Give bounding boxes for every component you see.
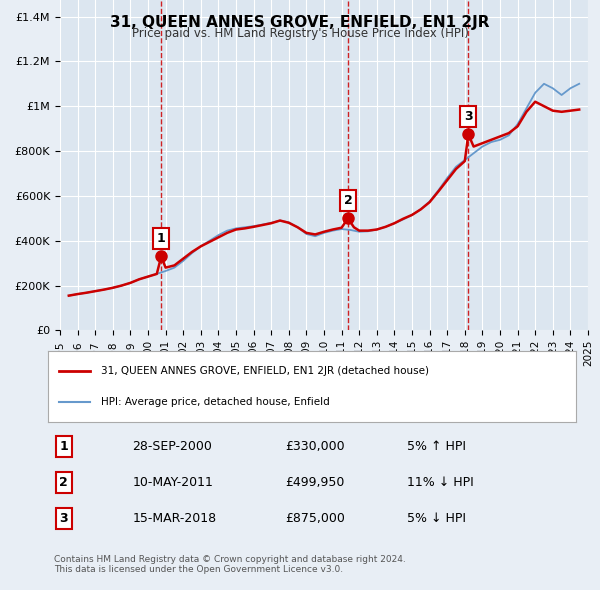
Text: 28-SEP-2000: 28-SEP-2000 (133, 440, 212, 453)
Text: HPI: Average price, detached house, Enfield: HPI: Average price, detached house, Enfi… (101, 397, 329, 407)
Text: 3: 3 (59, 512, 68, 525)
Text: £499,950: £499,950 (286, 476, 345, 489)
Text: 10-MAY-2011: 10-MAY-2011 (133, 476, 214, 489)
Text: 5% ↓ HPI: 5% ↓ HPI (407, 512, 466, 525)
Text: 15-MAR-2018: 15-MAR-2018 (133, 512, 217, 525)
Text: 31, QUEEN ANNES GROVE, ENFIELD, EN1 2JR: 31, QUEEN ANNES GROVE, ENFIELD, EN1 2JR (110, 15, 490, 30)
Text: 1: 1 (157, 232, 166, 245)
Text: £330,000: £330,000 (286, 440, 345, 453)
Text: £875,000: £875,000 (286, 512, 346, 525)
Text: 11% ↓ HPI: 11% ↓ HPI (407, 476, 474, 489)
Text: 2: 2 (344, 194, 352, 207)
Text: 31, QUEEN ANNES GROVE, ENFIELD, EN1 2JR (detached house): 31, QUEEN ANNES GROVE, ENFIELD, EN1 2JR … (101, 366, 429, 376)
Text: Contains HM Land Registry data © Crown copyright and database right 2024.
This d: Contains HM Land Registry data © Crown c… (54, 555, 406, 574)
Text: 2: 2 (59, 476, 68, 489)
Text: Price paid vs. HM Land Registry's House Price Index (HPI): Price paid vs. HM Land Registry's House … (131, 27, 469, 40)
Text: 3: 3 (464, 110, 473, 123)
Text: 5% ↑ HPI: 5% ↑ HPI (407, 440, 466, 453)
Text: 1: 1 (59, 440, 68, 453)
